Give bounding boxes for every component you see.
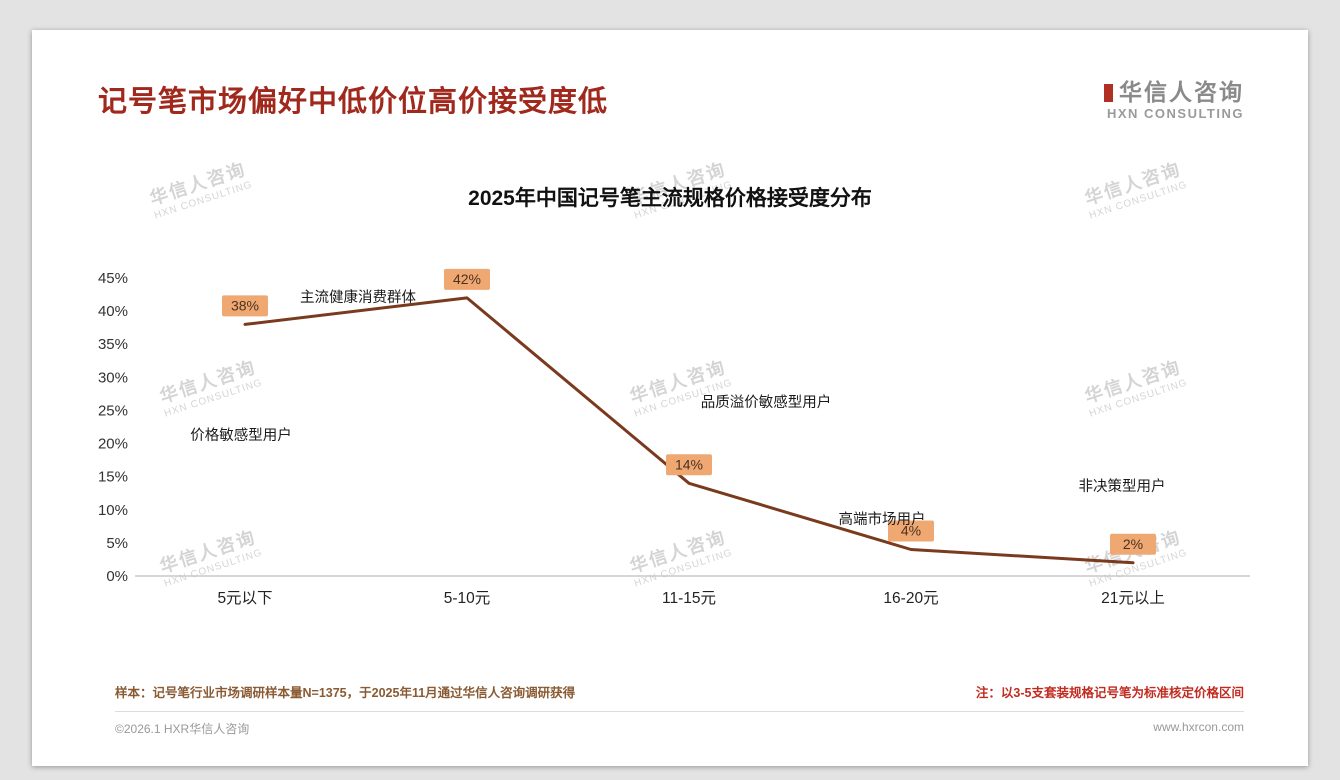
page-title: 记号笔市场偏好中低价位高价接受度低 <box>98 86 609 118</box>
y-tick-label: 10% <box>98 502 128 519</box>
y-tick-label: 20% <box>98 436 128 453</box>
data-point-label-bg <box>666 454 712 476</box>
chart-annotation: 主流健康消费群体 <box>300 289 416 306</box>
website-link[interactable]: www.hxrcon.com <box>1153 720 1244 734</box>
data-point-label: 14% <box>675 456 703 472</box>
chart-annotation: 品质溢价敏感型用户 <box>701 394 832 411</box>
x-category-label: 5元以下 <box>217 590 272 607</box>
chart-title: 2025年中国记号笔主流规格价格接受度分布 <box>468 187 872 210</box>
slide-card: 记号笔市场偏好中低价位高价接受度低 华信人咨询 HXN CONSULTING 华… <box>32 30 1308 766</box>
data-point-label-bg <box>222 295 268 317</box>
line-chart: 0% 5% 10% 15% 20% 25% 30% 35% 40% 45% 5元以下 5-10元 11-… <box>90 245 1280 615</box>
chart-annotation: 价格敏感型用户 <box>190 427 292 444</box>
logo-subtitle: HXN CONSULTING <box>1106 106 1244 122</box>
data-point-label-bg <box>444 268 490 290</box>
data-point-label: 42% <box>453 271 481 287</box>
data-point-label-bg <box>1110 533 1156 555</box>
y-tick-label: 15% <box>98 469 128 486</box>
logo-name: 华信人咨询 <box>1119 79 1244 105</box>
y-tick-label: 25% <box>98 402 128 419</box>
logo-mark-icon <box>1104 84 1113 102</box>
price-basis-note: 注：以3-5支套装规格记号笔为标准核定价格区间 <box>975 686 1244 700</box>
data-point-label: 4% <box>901 523 921 539</box>
series-line <box>243 296 1135 565</box>
line-chart-svg: 0% 5% 10% 15% 20% 25% 30% 35% 40% 45% 5元以下 5-10元 11-… <box>98 268 1250 607</box>
x-category-label: 21元以上 <box>1101 589 1165 607</box>
y-tick-label: 45% <box>98 270 128 287</box>
x-category-label: 11-15元 <box>662 590 716 607</box>
data-point-label-bg <box>888 520 934 542</box>
chart-annotation: 非决策型用户 <box>1079 478 1166 495</box>
y-tick-label: 35% <box>98 336 128 353</box>
y-tick-label: 5% <box>106 535 128 552</box>
copyright-text: ©2026.1 HXR华信人咨询 <box>115 722 250 736</box>
y-tick-label: 40% <box>98 303 128 320</box>
x-category-label: 5-10元 <box>444 590 491 607</box>
sample-note: 样本：记号笔行业市场调研样本量N=1375，于2025年11月通过华信人咨询调研… <box>115 686 576 700</box>
footer-divider <box>115 711 1244 712</box>
chart-annotation: 高端市场用户 <box>839 511 926 528</box>
data-point-label: 38% <box>231 297 259 313</box>
data-point-label: 2% <box>1123 536 1143 552</box>
company-logo: 华信人咨询 HXN CONSULTING <box>1104 79 1244 122</box>
x-category-label: 16-20元 <box>883 590 938 607</box>
y-tick-label: 30% <box>98 369 128 386</box>
y-tick-label: 0% <box>106 568 128 585</box>
